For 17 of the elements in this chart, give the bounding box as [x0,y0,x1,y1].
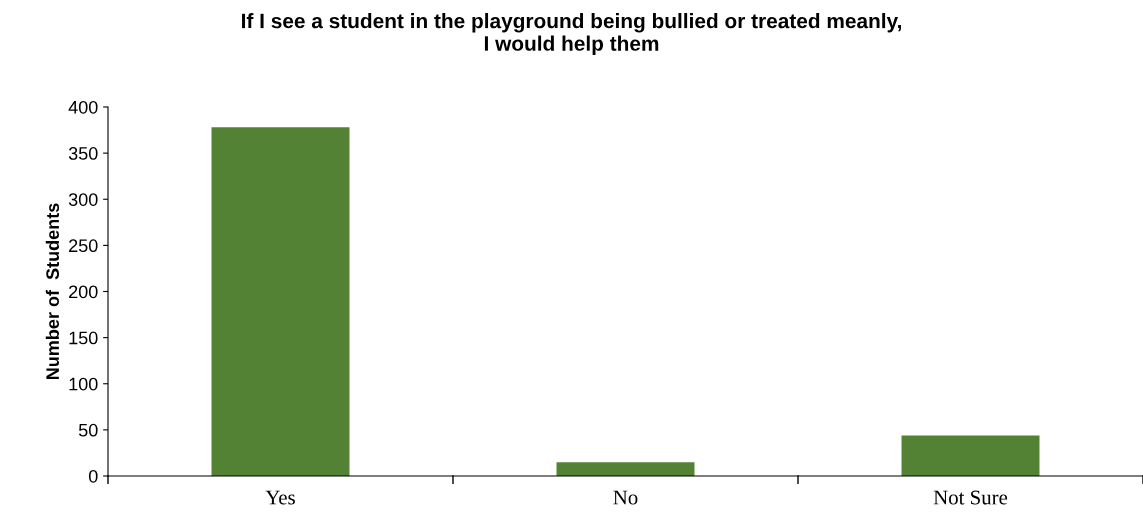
y-axis-title: Number of Students [45,203,60,380]
bar [556,462,695,476]
y-tick-label: 400 [68,100,98,114]
x-tick-label: No [613,490,638,505]
chart-title: If I see a student in the playground being bullied or treated meanly, I would help them [242,13,902,55]
y-tick-label: 200 [69,285,98,299]
y-tick-label: 0 [88,469,98,483]
y-tick-label: 100 [69,377,98,391]
y-tick-label: 150 [69,331,98,345]
bar [901,435,1040,476]
y-tick-label: 50 [78,423,98,437]
bar [211,127,350,476]
y-tick-label: 250 [69,239,98,253]
x-tick-label: Yes [265,490,295,505]
y-tick-label: 300 [68,193,98,206]
x-tick-label: Not Sure [933,490,1008,505]
y-tick-label: 350 [68,147,98,160]
